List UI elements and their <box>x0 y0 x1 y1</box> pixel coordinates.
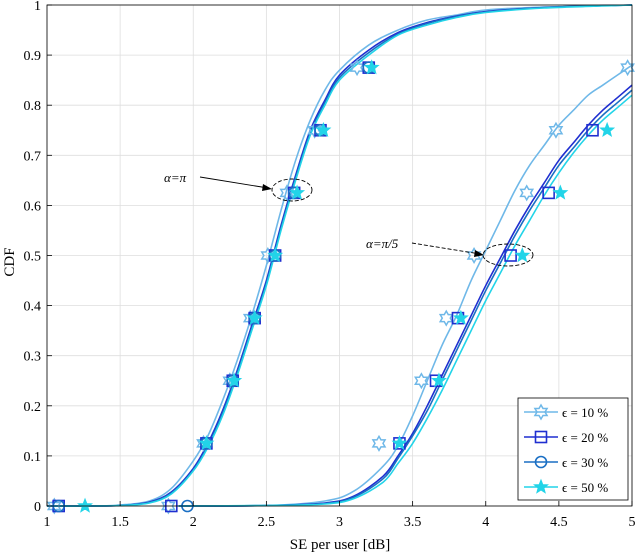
legend: ϵ = 10 % ϵ = 20 % ϵ = 30 % ϵ = 50 % <box>517 397 629 501</box>
legend-label: ϵ = 10 % <box>562 405 608 420</box>
annotation-arrow-alpha-pi5 <box>411 242 481 255</box>
marker-star-3 <box>514 247 531 263</box>
marker-hexagram-0 <box>548 121 564 139</box>
y-tick-label: 0.3 <box>24 350 42 365</box>
x-ticks: 1 1.5 2 2.5 3 3.5 4 4.5 5 <box>44 501 636 530</box>
marker-star-3 <box>289 184 306 200</box>
marker-star-3 <box>246 309 263 325</box>
series-line-group1-2 <box>178 89 633 507</box>
legend-marker-square <box>534 430 548 444</box>
legend-label: ϵ = 30 % <box>562 455 608 470</box>
marker-hexagram-0 <box>46 497 62 515</box>
y-tick-label: 0.7 <box>24 149 42 164</box>
x-tick-label: 2 <box>190 515 197 530</box>
marker-star-3 <box>391 434 408 451</box>
marker-hexagram-0 <box>414 372 429 390</box>
annotations: α=π α=π/5 <box>164 170 534 267</box>
x-axis-label: SE per user [dB] <box>290 537 390 553</box>
y-tick-label: 0 <box>34 500 41 515</box>
series-line-group1-1 <box>178 84 633 507</box>
x-tick-label: 4.5 <box>550 515 568 530</box>
marker-star-3 <box>77 497 93 513</box>
annotation-arrow-alpha-pi <box>199 176 269 189</box>
series-line-group1-0 <box>178 64 633 507</box>
marker-star-3 <box>552 184 569 200</box>
y-tick-label: 0.2 <box>24 400 42 415</box>
marker-hexagram-0 <box>620 59 635 77</box>
legend-marker-star <box>533 478 549 494</box>
annotation-arrowhead-alpha-pi <box>262 184 272 191</box>
marker-square-1 <box>542 186 555 200</box>
y-ticks: 0 0.1 0.2 0.3 0.4 0.5 0.6 0.7 0.8 0.9 1 <box>24 0 52 515</box>
marker-hexagram-0 <box>161 497 176 515</box>
legend-marker-circle <box>534 455 548 469</box>
y-tick-label: 1 <box>34 0 41 14</box>
series-line-group1-3 <box>178 94 633 507</box>
annotation-ellipse-alpha-pi <box>271 178 313 202</box>
y-tick-label: 0.5 <box>24 250 42 265</box>
marker-hexagram-0 <box>279 184 295 202</box>
x-tick-label: 3 <box>336 515 343 530</box>
marker-star-3 <box>363 59 380 75</box>
y-tick-label: 0.1 <box>24 450 42 465</box>
marker-star-3 <box>599 121 616 138</box>
y-tick-label: 0.9 <box>24 49 42 64</box>
marker-square-1 <box>504 249 517 262</box>
marker-star-3 <box>430 372 447 388</box>
x-tick-label: 2.5 <box>258 515 276 530</box>
annotation-label-alpha-pi5: α=π/5 <box>366 236 399 251</box>
y-tick-label: 0.4 <box>24 300 42 315</box>
marker-star-3 <box>198 434 215 451</box>
y-axis-label: CDF <box>2 247 18 276</box>
x-tick-label: 3.5 <box>404 515 422 530</box>
marker-hexagram-0 <box>307 121 323 139</box>
legend-marker-hexagram <box>533 403 549 421</box>
marker-square-1 <box>586 123 599 137</box>
series-line-group0-0 <box>46 4 633 507</box>
annotation-label-alpha-pi: α=π <box>164 170 187 185</box>
annotation-ellipse-alpha-pi5 <box>482 243 534 267</box>
x-tick-label: 4 <box>482 515 489 530</box>
series-line-group0-3 <box>46 4 633 507</box>
markers <box>46 59 635 515</box>
x-tick-label: 5 <box>629 515 636 530</box>
annotation-arrowhead-alpha-pi5 <box>474 250 484 257</box>
marker-star-3 <box>226 372 243 388</box>
marker-star-3 <box>315 121 332 138</box>
x-tick-label: 1 <box>44 515 51 530</box>
legend-label: ϵ = 20 % <box>562 430 608 445</box>
marker-star-3 <box>267 247 284 263</box>
marker-hexagram-0 <box>519 184 535 202</box>
y-tick-label: 0.6 <box>24 199 42 214</box>
marker-hexagram-0 <box>196 434 211 452</box>
x-tick-label: 1.5 <box>111 515 129 530</box>
curves <box>46 4 633 507</box>
marker-hexagram-0 <box>371 434 387 452</box>
legend-label: ϵ = 50 % <box>562 480 608 495</box>
marker-star-3 <box>452 309 469 325</box>
y-tick-label: 0.8 <box>24 99 42 114</box>
